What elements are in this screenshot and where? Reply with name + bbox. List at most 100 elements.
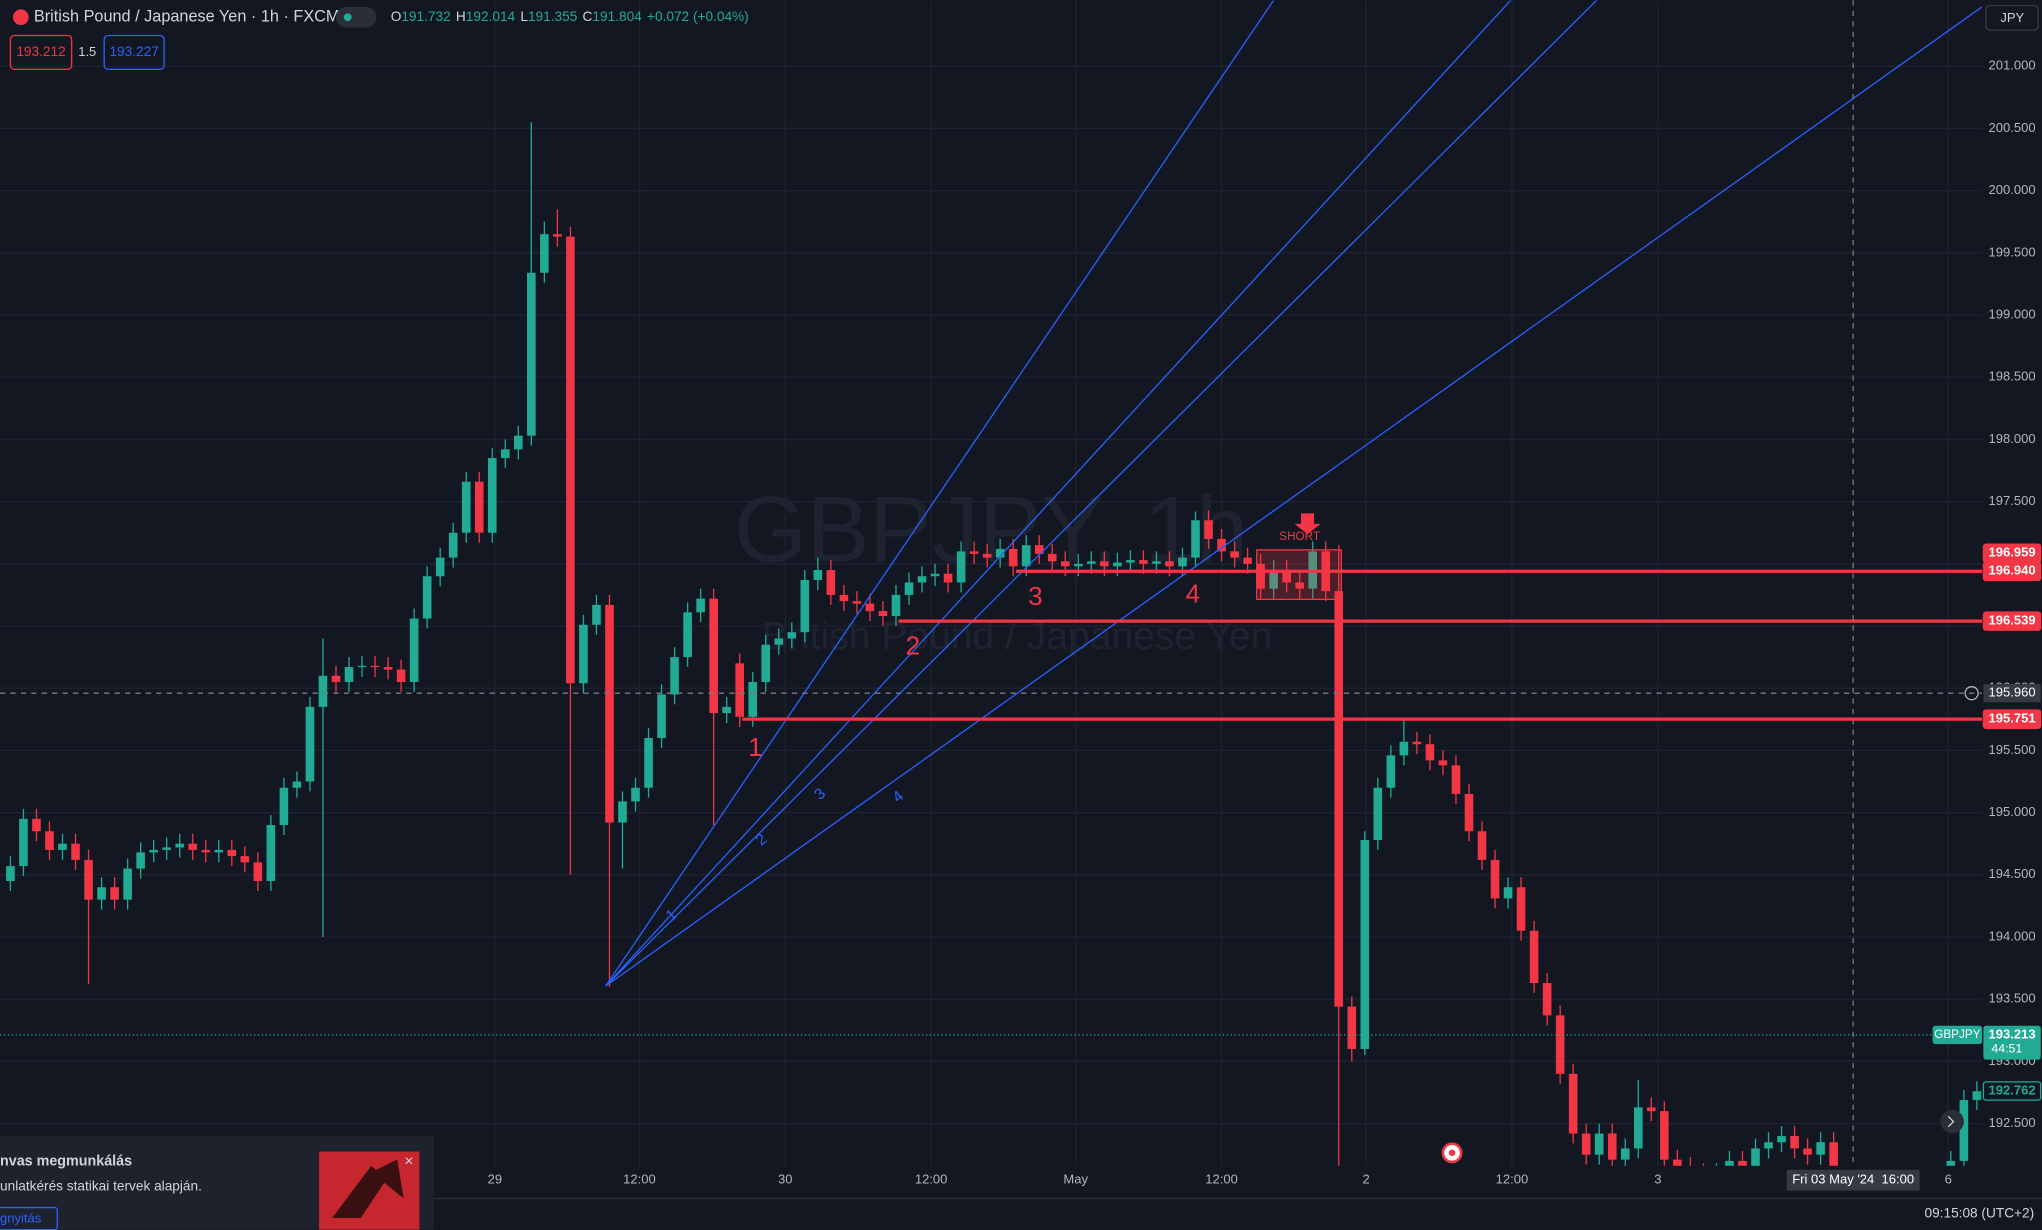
- candle-body: [1451, 765, 1461, 794]
- legend-value: 192.014: [466, 9, 516, 24]
- candle-body: [1074, 563, 1083, 567]
- candle-body: [891, 594, 901, 617]
- candle-body: [1243, 557, 1252, 564]
- candle-body: [1647, 1107, 1656, 1112]
- buy-button[interactable]: [103, 34, 165, 70]
- candle-body: [318, 675, 328, 707]
- candle-body: [1790, 1136, 1799, 1149]
- candle-body: [32, 818, 41, 832]
- candle-body: [201, 849, 211, 853]
- candle-body: [670, 657, 679, 695]
- candle-body: [253, 862, 263, 882]
- legend-key: L: [520, 9, 528, 24]
- candle-body: [422, 576, 432, 619]
- crosshair-plus: [1964, 686, 1979, 701]
- candle-body: [527, 272, 536, 436]
- candle-body: [448, 532, 458, 558]
- candle-body: [1021, 545, 1031, 567]
- candle-body: [1607, 1133, 1617, 1160]
- y-tick-label: 201.000: [1989, 58, 2036, 73]
- price-label: 192.762: [1989, 1082, 2036, 1097]
- candle-body: [1399, 741, 1409, 756]
- candle-body: [917, 576, 927, 583]
- candle-body: [71, 843, 80, 860]
- y-tick-label: 200.500: [1989, 120, 2036, 135]
- last-price: 193.213: [1989, 1026, 2036, 1041]
- candle-body: [1503, 887, 1513, 899]
- y-tick-label: 192.500: [1989, 1115, 2036, 1130]
- candle-body: [1581, 1133, 1591, 1155]
- candle-body: [1087, 561, 1096, 564]
- candle-body: [461, 481, 471, 533]
- candle-body: [1412, 741, 1422, 745]
- scroll-button[interactable]: [1940, 1109, 1964, 1134]
- y-tick-label: 197.500: [1989, 493, 2036, 508]
- legend-value: 191.732: [401, 9, 450, 24]
- y-tick-label: 198.000: [1989, 431, 2036, 446]
- candle-body: [97, 887, 106, 900]
- short-arrow: [1294, 513, 1321, 535]
- ad-close[interactable]: ×: [404, 1153, 413, 1170]
- candle-body: [592, 604, 601, 625]
- candle-body: [566, 236, 575, 684]
- candle-body: [878, 611, 888, 617]
- grid: [0, 0, 1983, 1166]
- candle-body: [123, 868, 132, 900]
- candle-body: [1477, 831, 1487, 860]
- price-label: 195.751: [1989, 711, 2036, 726]
- candle-body: [709, 598, 718, 714]
- candle-body: [722, 706, 731, 714]
- ad-text: unlatkérés statikai tervek alapján.: [0, 1178, 202, 1193]
- x-tick-label: 29: [488, 1172, 502, 1187]
- symbol-icon: [13, 9, 29, 26]
- crosshair-time: Fri 03 May '24 16:00: [1792, 1172, 1914, 1187]
- short-zone: [1256, 549, 1343, 601]
- candle-body: [1803, 1148, 1812, 1155]
- currency-button[interactable]: [1985, 4, 2039, 31]
- annotation: SHORT: [1279, 530, 1320, 543]
- candle-body: [487, 458, 497, 533]
- candle-body: [1269, 570, 1278, 589]
- candle-body: [1738, 1160, 1747, 1166]
- candle-body: [1256, 563, 1265, 589]
- candle-body: [943, 573, 953, 583]
- candle-body: [1165, 561, 1174, 567]
- candle-body: [982, 553, 992, 558]
- candle-body: [852, 601, 862, 604]
- y-tick-label: 198.500: [1989, 369, 2036, 384]
- candle-body: [500, 449, 510, 459]
- candle-body: [305, 706, 315, 782]
- candle-body: [1438, 760, 1448, 766]
- candle-body: [787, 632, 797, 639]
- candle-body: [1529, 930, 1539, 984]
- candle-body: [136, 852, 145, 869]
- candle-body: [618, 801, 627, 823]
- candle-body: [162, 847, 171, 850]
- scroll-icon: [1947, 1115, 1955, 1128]
- candle-body: [188, 843, 198, 850]
- candle-body: [1972, 1091, 1982, 1100]
- candle-body: [553, 234, 562, 237]
- price-label: 196.959: [1989, 545, 2036, 560]
- candle-body: [1542, 983, 1552, 1016]
- crosshair-time-box: [1786, 1169, 1920, 1191]
- candle-body: [1660, 1111, 1669, 1160]
- annotation: 1: [748, 732, 762, 762]
- candle-body: [84, 859, 93, 900]
- fan-line: [605, 0, 1275, 987]
- candle-body: [1673, 1159, 1682, 1166]
- x-tick-label: 12:00: [915, 1172, 948, 1187]
- legend-key: C: [583, 9, 593, 24]
- candle-body: [826, 570, 836, 595]
- candle-body: [1295, 582, 1304, 589]
- price-label-box: [1982, 611, 2042, 631]
- x-tick-label: 12:00: [1205, 1172, 1238, 1187]
- candle-body: [1360, 839, 1370, 1049]
- symbol-title: British Pound / Japanese Yen · 1h · FXCM: [34, 8, 340, 26]
- candle-body: [969, 551, 979, 554]
- candle-body: [1373, 787, 1383, 840]
- y-tick-label: 195.000: [1989, 804, 2036, 819]
- sell-button[interactable]: [9, 34, 73, 70]
- candle-body: [1777, 1136, 1786, 1143]
